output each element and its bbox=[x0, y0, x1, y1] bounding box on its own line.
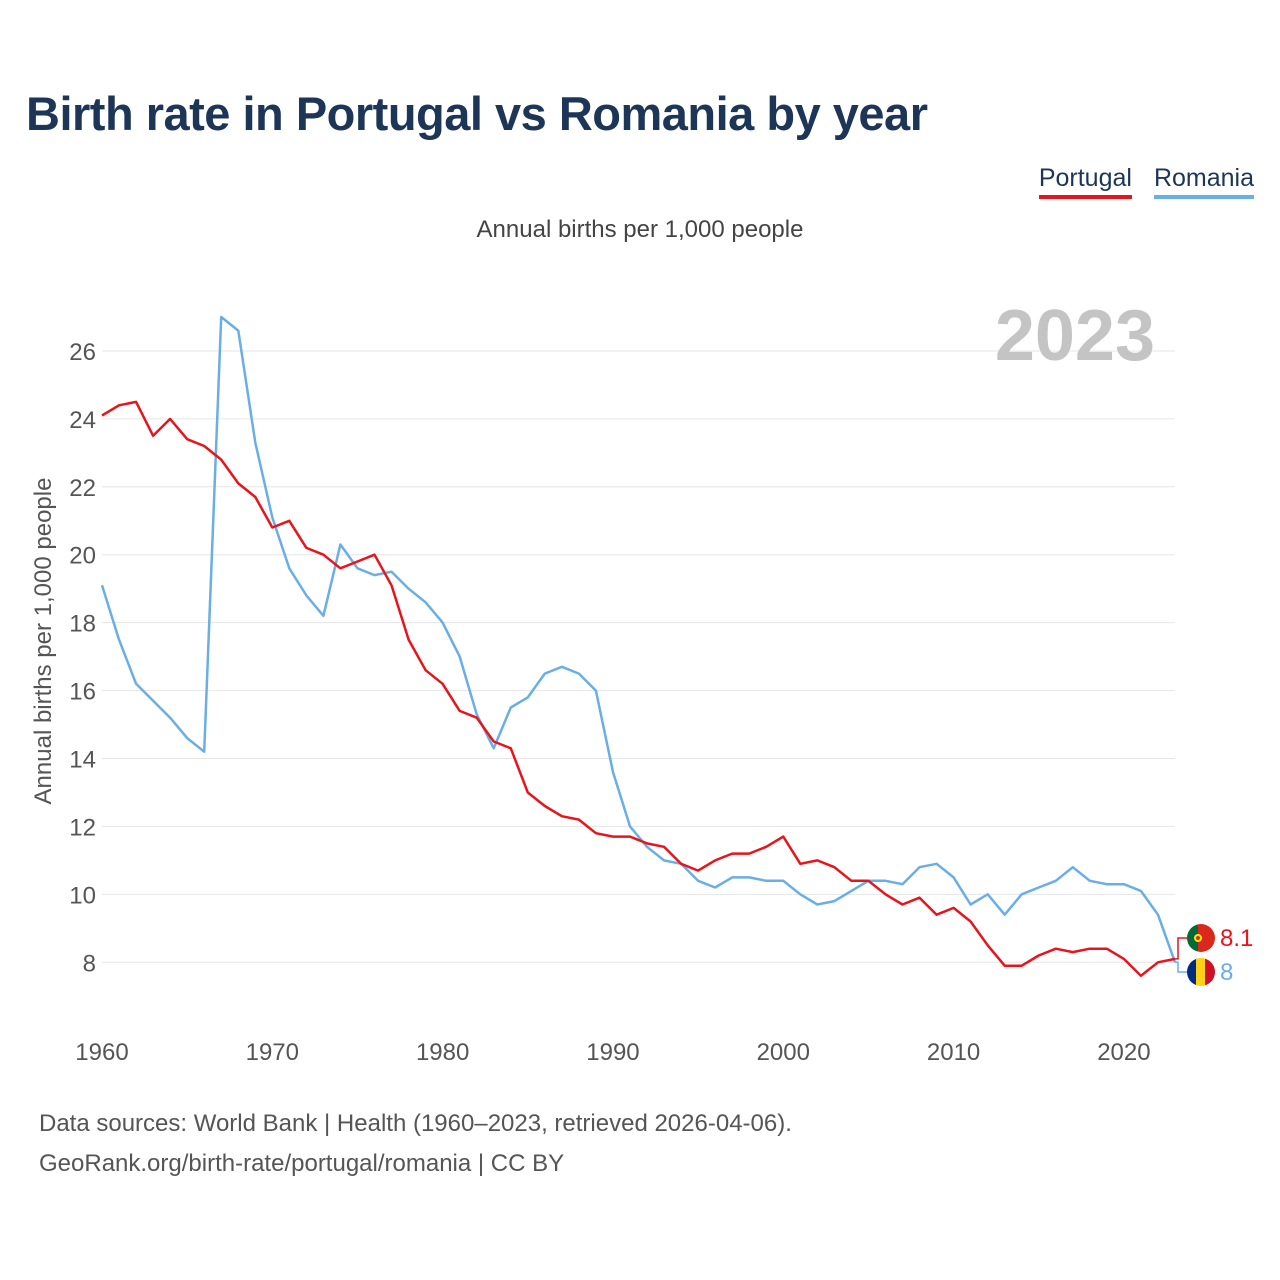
x-tick-label: 1970 bbox=[246, 1039, 299, 1066]
x-tick-label: 2010 bbox=[927, 1039, 980, 1066]
year-watermark: 2023 bbox=[995, 296, 1155, 376]
romania-end-label: 8 bbox=[1220, 959, 1233, 986]
legend: Portugal Romania bbox=[1038, 164, 1254, 199]
y-tick-label: 20 bbox=[69, 543, 96, 570]
romania-end-connector bbox=[1175, 961, 1187, 973]
x-tick-label: 1980 bbox=[416, 1039, 469, 1066]
footer: Data sources: World Bank | Health (1960–… bbox=[39, 1104, 792, 1184]
portugal-end-connector bbox=[1175, 937, 1187, 960]
y-axis-label: Annual births per 1,000 people bbox=[30, 478, 57, 805]
line-chart: 8 10 12 14 16 18 20 22 24 26 1960 1970 1980 1990 2000 2… bbox=[30, 296, 1253, 1066]
legend-item-romania[interactable]: Romania bbox=[1153, 164, 1254, 199]
y-tick-label: 12 bbox=[69, 814, 96, 841]
x-tick-label: 2020 bbox=[1097, 1039, 1150, 1066]
series-line-romania[interactable] bbox=[100, 315, 1177, 963]
legend-item-portugal[interactable]: Portugal bbox=[1038, 164, 1132, 199]
series-line-portugal[interactable] bbox=[101, 400, 1176, 978]
chart-subtitle: Annual births per 1,000 people bbox=[476, 216, 804, 243]
y-tick-label: 22 bbox=[69, 475, 96, 502]
y-tick-label: 10 bbox=[69, 882, 96, 909]
y-tick-label: 18 bbox=[69, 611, 96, 638]
y-tick-label: 24 bbox=[69, 407, 96, 434]
y-tick-label: 16 bbox=[69, 679, 96, 706]
y-tick-label: 8 bbox=[83, 950, 96, 977]
source-link[interactable]: GeoRank.org/birth-rate/portugal/romania … bbox=[39, 1150, 565, 1177]
data-source-note: Data sources: World Bank | Health (1960–… bbox=[39, 1110, 792, 1137]
x-tick-label: 2000 bbox=[757, 1039, 810, 1066]
page-title: Birth rate in Portugal vs Romania by yea… bbox=[26, 87, 928, 140]
romania-flag-icon bbox=[1187, 958, 1215, 986]
portugal-end-label: 8.1 bbox=[1220, 925, 1253, 952]
portugal-flag-icon bbox=[1187, 924, 1215, 952]
x-tick-label: 1990 bbox=[586, 1039, 639, 1066]
y-tick-label: 14 bbox=[69, 746, 96, 773]
x-tick-label: 1960 bbox=[75, 1039, 128, 1066]
y-tick-label: 26 bbox=[69, 339, 96, 366]
